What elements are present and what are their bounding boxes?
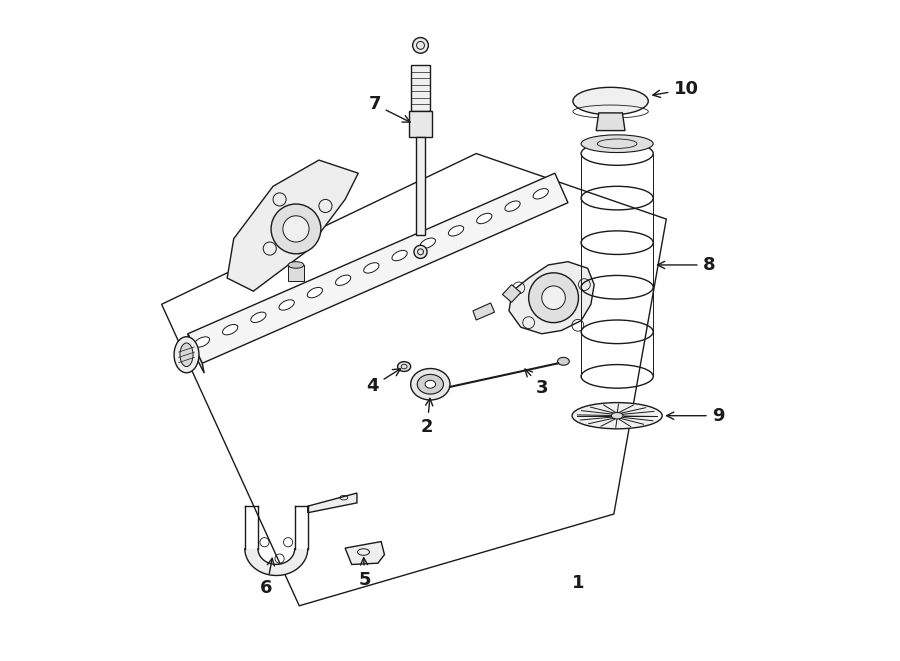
Text: 4: 4 — [366, 369, 400, 395]
Polygon shape — [416, 137, 425, 235]
Ellipse shape — [222, 325, 238, 335]
Circle shape — [528, 273, 579, 323]
Polygon shape — [188, 334, 204, 373]
Ellipse shape — [420, 238, 436, 249]
Polygon shape — [188, 173, 568, 364]
Ellipse shape — [477, 214, 492, 223]
Polygon shape — [409, 111, 432, 137]
Ellipse shape — [194, 337, 210, 347]
Ellipse shape — [533, 188, 548, 199]
Circle shape — [542, 286, 565, 309]
Ellipse shape — [573, 87, 648, 115]
Ellipse shape — [180, 343, 194, 367]
Text: 6: 6 — [260, 559, 274, 597]
Ellipse shape — [448, 225, 464, 236]
Text: 2: 2 — [421, 399, 433, 436]
Text: 10: 10 — [652, 80, 698, 98]
Text: 1: 1 — [572, 574, 584, 592]
Ellipse shape — [505, 201, 520, 212]
Ellipse shape — [174, 336, 199, 373]
Ellipse shape — [364, 262, 379, 273]
Ellipse shape — [572, 403, 662, 429]
Polygon shape — [596, 113, 625, 131]
Text: 8: 8 — [658, 256, 716, 274]
Ellipse shape — [288, 262, 304, 268]
Ellipse shape — [398, 362, 410, 371]
Polygon shape — [308, 493, 357, 513]
Polygon shape — [472, 303, 495, 320]
Polygon shape — [509, 262, 594, 334]
Ellipse shape — [425, 380, 436, 388]
Polygon shape — [245, 549, 308, 576]
Ellipse shape — [412, 38, 428, 54]
Text: 7: 7 — [368, 95, 410, 122]
Ellipse shape — [557, 358, 570, 366]
Ellipse shape — [418, 374, 444, 394]
Polygon shape — [227, 160, 358, 292]
Polygon shape — [345, 541, 384, 564]
Ellipse shape — [251, 312, 266, 323]
Polygon shape — [502, 285, 521, 302]
Polygon shape — [288, 265, 304, 282]
Ellipse shape — [307, 288, 322, 298]
Ellipse shape — [611, 412, 623, 419]
Ellipse shape — [414, 245, 427, 258]
Text: 3: 3 — [525, 369, 548, 397]
Ellipse shape — [336, 275, 351, 286]
Ellipse shape — [581, 135, 653, 153]
Polygon shape — [411, 65, 429, 111]
Ellipse shape — [410, 369, 450, 400]
Circle shape — [283, 215, 309, 242]
Text: 9: 9 — [667, 407, 724, 425]
Circle shape — [271, 204, 321, 254]
Ellipse shape — [279, 300, 294, 310]
Text: 5: 5 — [358, 558, 371, 588]
Ellipse shape — [392, 251, 407, 260]
